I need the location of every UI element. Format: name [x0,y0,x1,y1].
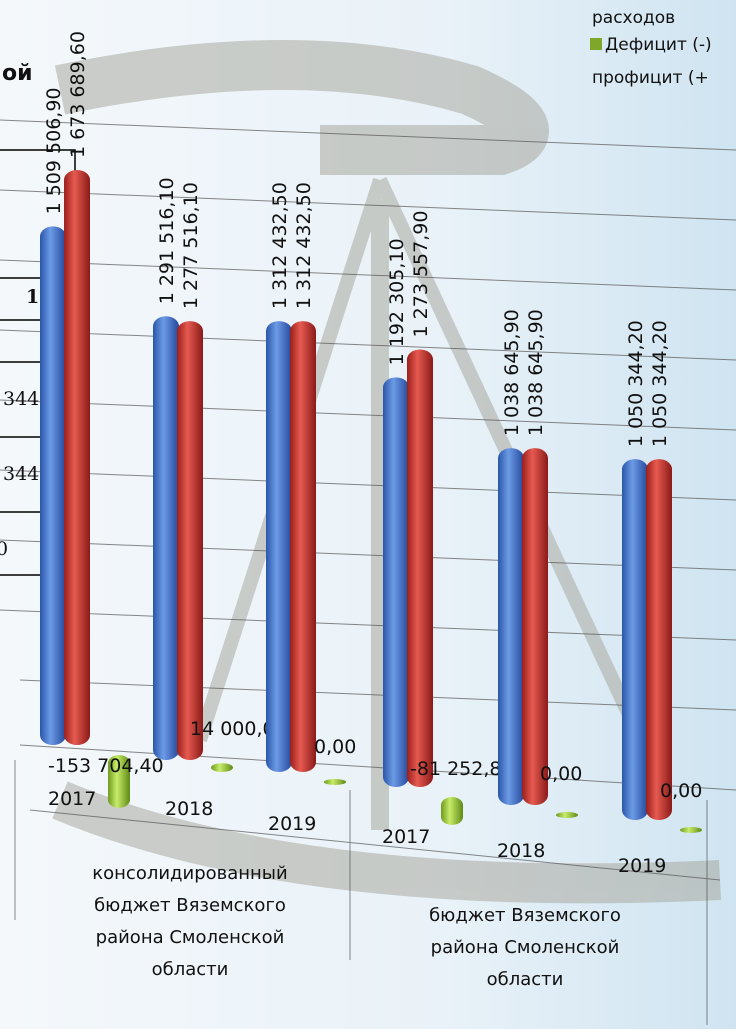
bar [290,321,316,772]
bar [211,763,233,773]
value-label: 1 509 506,90 [43,87,65,214]
x-tick-label: 2018 [165,798,213,820]
x-tick-label: 2017 [382,826,430,848]
value-label: 1 038 645,90 [525,309,547,436]
bar [441,797,463,825]
legend-swatch [590,38,602,50]
bar [498,448,524,805]
fragment-text: ой [2,61,33,86]
value-label: 0,00 [660,780,702,802]
value-label: -153 704,40 [48,755,164,777]
bar [177,321,203,760]
group-label: консолидированный бюджет Вяземского райо… [92,863,288,980]
bar [522,448,548,805]
legend-text: профицит (+ [592,68,709,88]
value-label: 1 050 344,20 [625,320,647,447]
x-tick-label: 2019 [618,855,666,877]
bar [266,321,292,772]
value-label: 0,00 [540,763,582,785]
bar [407,349,433,787]
bar [108,755,130,808]
bar [40,226,66,746]
value-label: 1 312 432,50 [269,182,291,309]
value-label: 1 277 516,10 [180,182,202,309]
legend-text: расходов [592,8,675,28]
x-tick-label: 2019 [268,813,316,835]
value-label: 1 192 305,10 [386,238,408,365]
value-label: 1 050 344,20 [649,320,671,447]
bar [622,459,648,820]
bar [64,170,90,745]
harp-decoration [52,40,721,904]
bar [556,812,578,818]
legend-text: Дефицит (-) [605,35,712,55]
bar [680,827,702,833]
value-label: 0,00 [314,736,356,758]
value-label: -81 252,80 [410,758,514,780]
value-label: 14 000,00 [190,718,287,740]
bar [153,316,179,760]
value-label: 1 038 645,90 [501,309,523,436]
fragment-text: 344 [3,463,39,485]
value-label: 1 312 432,50 [293,182,315,309]
value-label: 1 673 689,60 [67,31,89,158]
x-tick-label: 2017 [48,788,96,810]
value-label: 1 291 516,10 [156,177,178,304]
x-tick-label: 2018 [497,840,545,862]
grid [0,119,736,1025]
bar [383,377,409,787]
group-label: бюджет Вяземского района Смоленской обла… [429,905,621,990]
bar [324,779,346,785]
bar [646,459,672,820]
value-label: 1 273 557,90 [410,211,432,338]
fragment-text: 344 [3,388,39,410]
fragment-text: 0 [0,538,8,560]
